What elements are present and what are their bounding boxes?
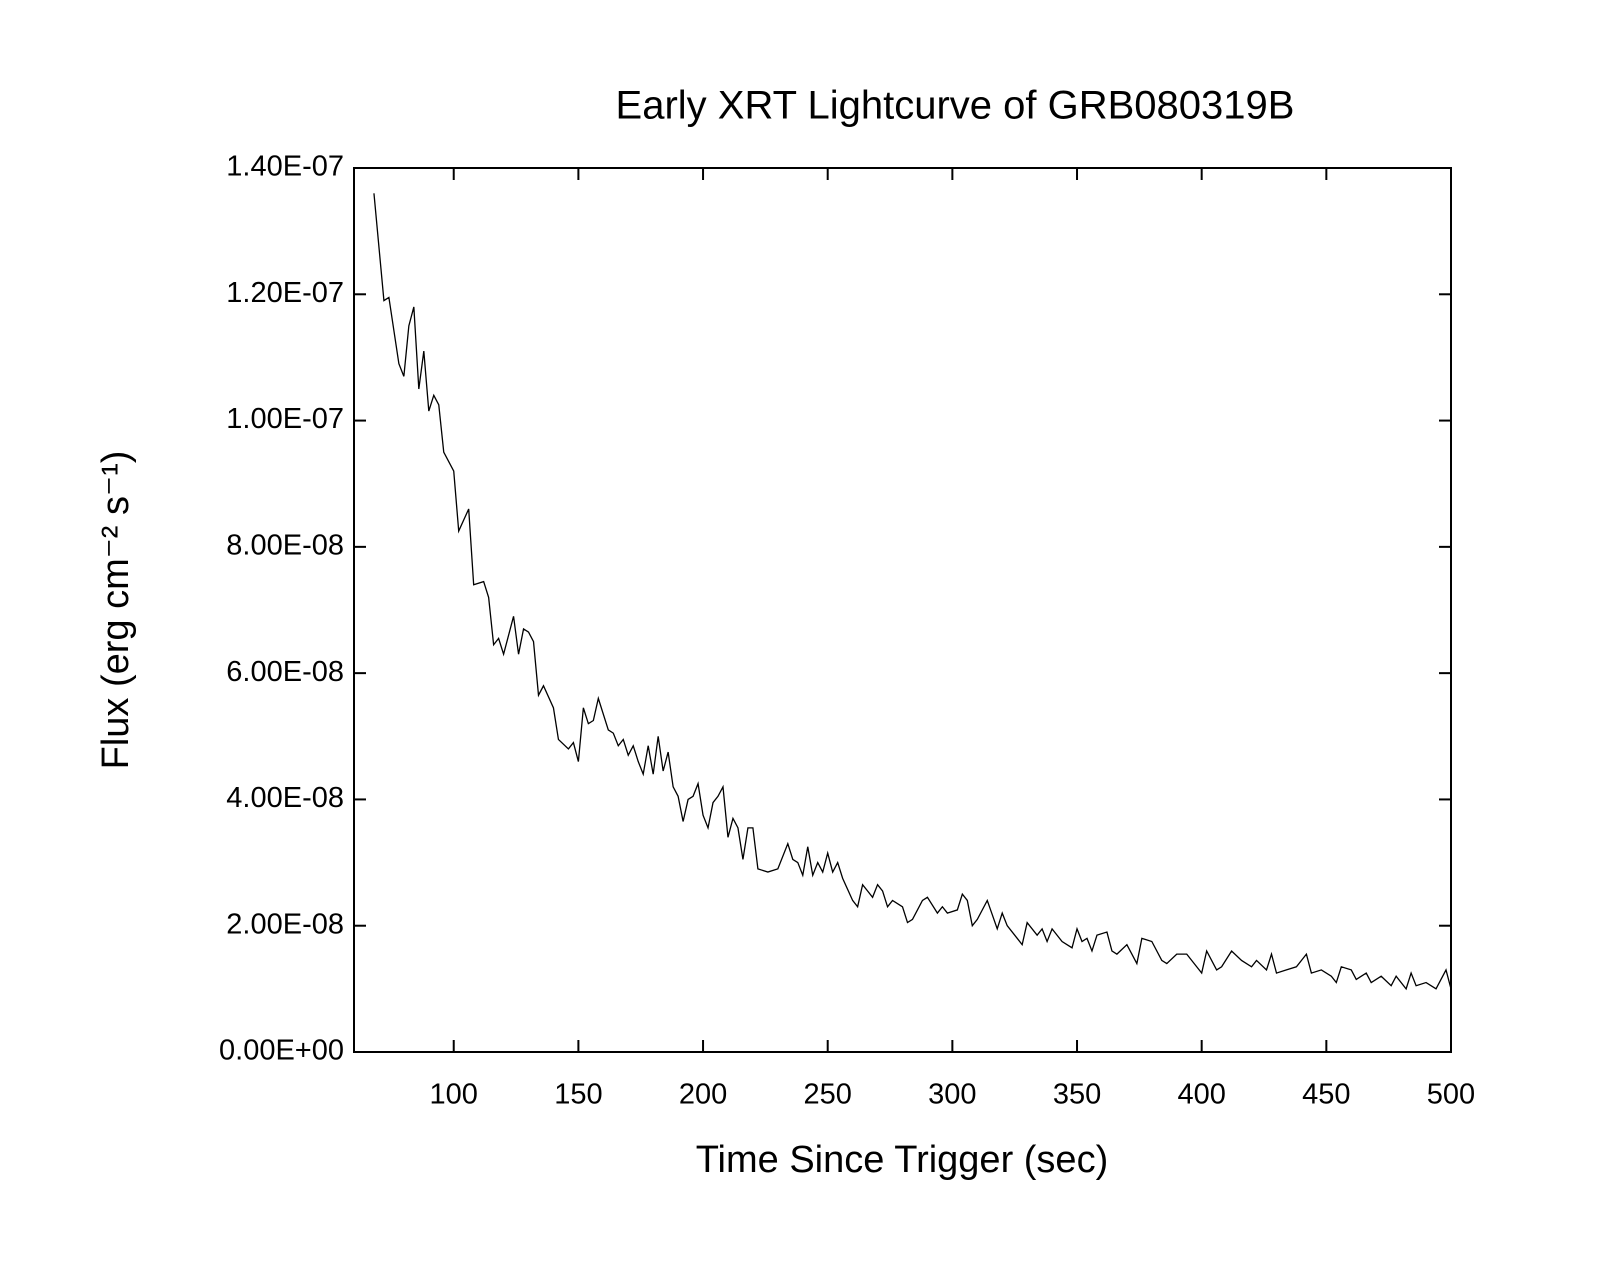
y-tick-label: 8.00E-08 [226,530,344,562]
data-line [373,193,1452,991]
x-tick-label: 150 [554,1079,602,1111]
y-tick-label: 1.00E-07 [226,403,344,435]
x-tick-label: 450 [1302,1079,1350,1111]
x-tick-label: 500 [1427,1079,1475,1111]
y-tick-label: 6.00E-08 [226,656,344,688]
chart-title: Early XRT Lightcurve of GRB080319B [616,84,1295,128]
plot-frame [353,167,1452,1053]
y-tick-label: 0.00E+00 [219,1035,344,1067]
x-tick-label: 250 [804,1079,852,1111]
y-tick-label: 1.20E-07 [226,277,344,309]
x-axis-label: Time Since Trigger (sec) [696,1139,1108,1181]
y-tick-label: 1.40E-07 [226,151,344,183]
y-tick-label: 4.00E-08 [226,782,344,814]
x-tick-label: 400 [1177,1079,1225,1111]
x-tick-label: 300 [928,1079,976,1111]
y-tick-label: 2.00E-08 [226,908,344,940]
x-tick-label: 350 [1053,1079,1101,1111]
x-tick-label: 200 [679,1079,727,1111]
x-tick-label: 100 [430,1079,478,1111]
y-axis-label: Flux (erg cm⁻² s⁻¹) [95,451,137,770]
